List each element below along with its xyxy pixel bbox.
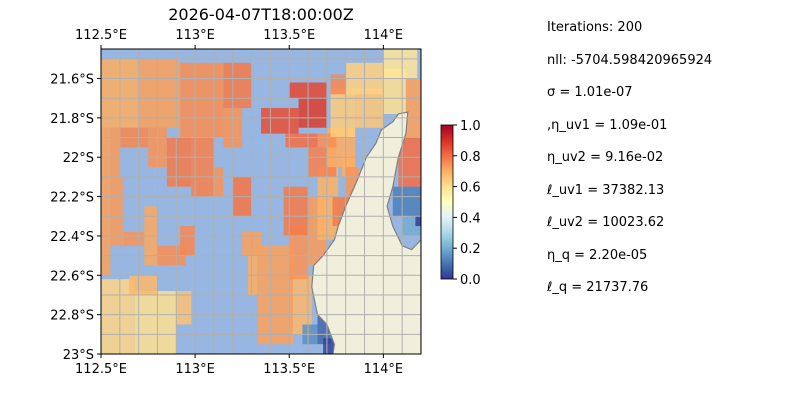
y-tick-label: 22.6°S	[50, 269, 94, 284]
field-cell	[123, 232, 145, 246]
field-cell	[398, 137, 421, 187]
field-cell	[129, 275, 158, 295]
field-cell	[176, 291, 192, 325]
iterations-text: Iterations: 200	[547, 20, 643, 35]
colorbar-tick-label: 0.0	[460, 273, 481, 288]
field-cell	[405, 78, 421, 138]
sigma-text: σ = 1.01e-07	[547, 85, 633, 100]
field-cell	[293, 275, 312, 335]
colorbar-tick-label: 1.0	[460, 119, 481, 134]
field-cell	[223, 62, 252, 109]
field-cell	[110, 127, 120, 177]
x-top-tick-label: 114°E	[364, 28, 404, 43]
field-cell	[383, 68, 406, 114]
field-cell	[101, 127, 111, 276]
gridlines	[101, 49, 421, 354]
x-top-tick-label: 113°E	[175, 28, 215, 43]
field-cell	[166, 137, 192, 187]
chart-title: 2026-04-07T18:00:00Z	[168, 5, 354, 24]
colorbar-ticks: 0.0 0.2 0.4 0.6 0.8 1.0	[453, 119, 481, 288]
field-cell	[213, 167, 224, 197]
field-cell	[180, 226, 196, 256]
field-cell	[383, 49, 418, 79]
field-cell	[283, 186, 309, 236]
colorbar-tick-label: 0.2	[460, 242, 481, 257]
map-frame	[100, 48, 422, 355]
eta-q-text: η_q = 2.20e-05	[547, 247, 648, 263]
x-tick-label: 112.5°E	[75, 362, 127, 377]
y-tick-label: 23°S	[63, 348, 94, 363]
y-tick-label: 22.2°S	[50, 191, 94, 206]
colorbar	[440, 124, 454, 280]
field-cell	[180, 62, 224, 138]
x-axis-bottom: 112.5°E 113°E 113.5°E 114°E	[75, 354, 403, 377]
field-cell	[415, 216, 421, 227]
field-cell	[289, 226, 308, 280]
x-tick-label: 113°E	[175, 362, 215, 377]
field-cell	[330, 74, 346, 95]
field-cell	[392, 186, 421, 217]
y-tick-label: 22.4°S	[50, 230, 94, 245]
colorbar-tick-label: 0.8	[460, 150, 481, 165]
ell-q-text: ℓ_q = 21737.76	[547, 280, 649, 295]
y-tick-label: 21.6°S	[50, 73, 94, 88]
x-top-tick-label: 112.5°E	[75, 28, 127, 43]
ell-uv1-text: ℓ_uv1 = 37382.13	[547, 182, 665, 198]
field-cell	[285, 133, 318, 148]
field-cell	[134, 291, 177, 354]
x-tick-label: 114°E	[364, 362, 404, 377]
y-tick-label: 22.8°S	[50, 309, 94, 324]
ell-uv2-text: ℓ_uv2 = 10023.62	[547, 215, 665, 230]
y-axis-left: 21.6°S 21.8°S 22°S 22.2°S 22.4°S 22.6°S 22.8°S…	[50, 73, 101, 363]
field-cell	[298, 98, 327, 128]
x-tick-label: 113.5°E	[263, 362, 315, 377]
eta-uv1-text: ,η_uv1 = 1.09e-01	[547, 117, 668, 133]
field-cell	[355, 88, 384, 128]
field-cell	[261, 108, 299, 134]
nll-text: nll: -5704.598420965924	[547, 52, 713, 68]
eta-uv2-text: η_uv2 = 9.16e-02	[547, 150, 664, 165]
field-cell	[138, 58, 180, 128]
y-tick-label: 22°S	[63, 151, 94, 166]
field-cell	[191, 137, 214, 197]
field-cells	[101, 49, 421, 354]
colorbar-tick-label: 0.4	[460, 211, 481, 226]
parameter-panel: Iterations: 200 nll: -5704.598420965924 …	[547, 20, 712, 313]
y-tick-label: 21.8°S	[50, 112, 94, 127]
field-cell	[330, 88, 356, 138]
x-axis-top: 112.5°E 113°E 113.5°E 114°E	[75, 28, 403, 49]
colorbar-tick-label: 0.6	[460, 181, 481, 196]
x-top-tick-label: 113.5°E	[263, 28, 315, 43]
